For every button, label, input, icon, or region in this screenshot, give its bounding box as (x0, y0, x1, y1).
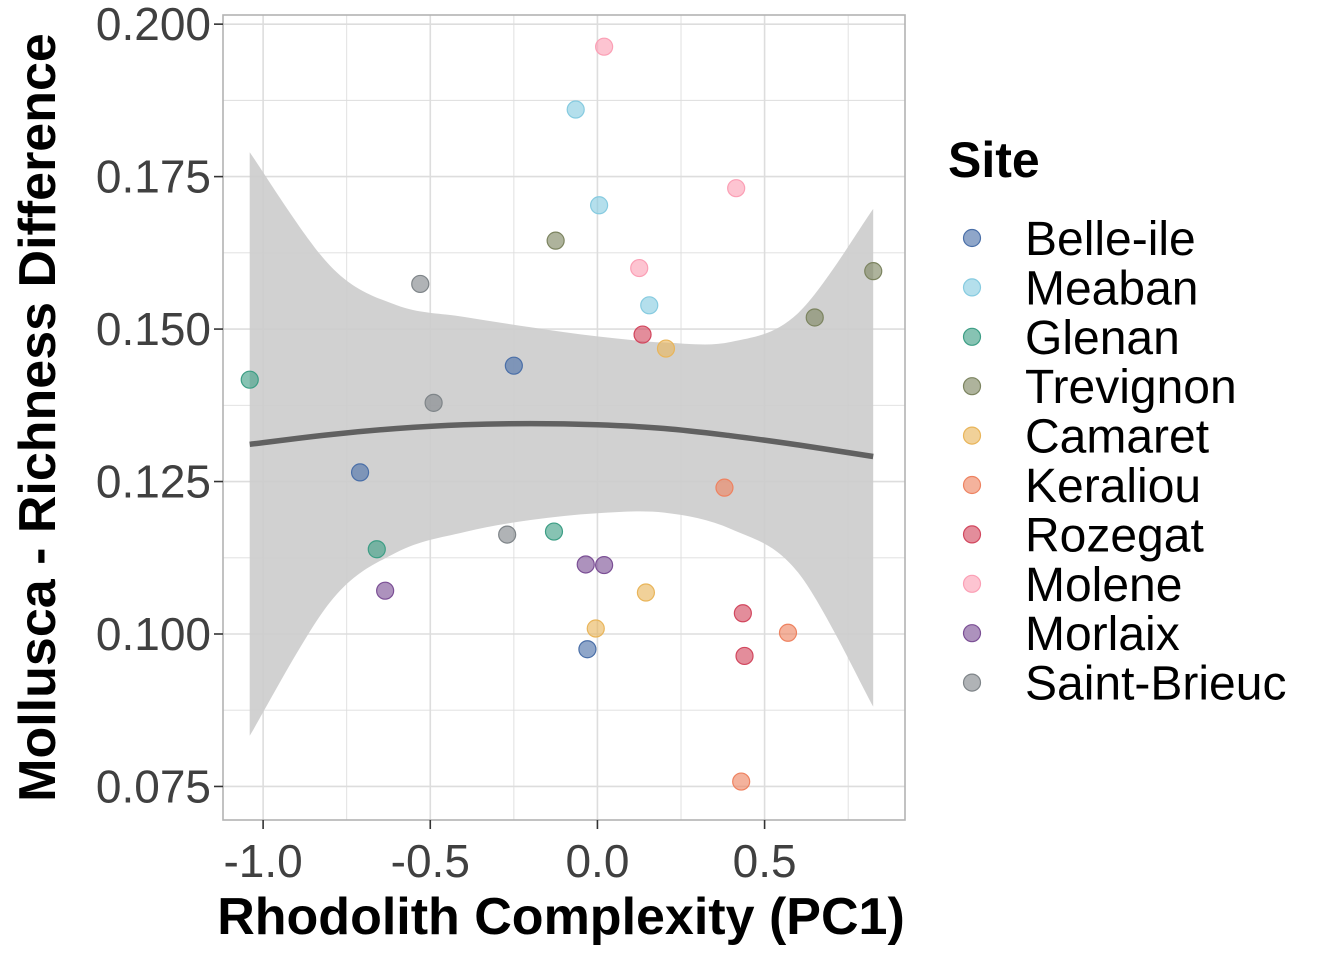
legend-label-morlaix: Morlaix (1025, 608, 1180, 661)
point-molene (595, 37, 614, 56)
x-tick-label: 0.5 (733, 835, 797, 887)
y-axis-title: Mollusca - Richness Difference (9, 33, 67, 802)
x-axis-title: Rhodolith Complexity (PC1) (217, 888, 905, 946)
x-tick-label: 0.0 (565, 835, 629, 887)
legend-key-glenan (962, 327, 982, 346)
point-saint-brieuc (498, 525, 517, 544)
legend-entries: Belle-ileMeabanGlenanTrevignonCamaretKer… (962, 213, 1286, 711)
point-morlaix (576, 555, 595, 574)
legend-label-molene: Molene (1025, 559, 1182, 612)
legend-label-meaban: Meaban (1025, 262, 1198, 315)
legend-key-molene (962, 574, 982, 593)
point-camaret (636, 583, 656, 602)
point-belle-ile (350, 463, 370, 482)
point-trevignon (864, 262, 883, 281)
point-keraliou (732, 772, 751, 791)
y-tick-label: 0.200 (96, 0, 211, 50)
point-morlaix (595, 555, 614, 575)
legend-key-meaban (962, 278, 982, 297)
point-trevignon (546, 231, 565, 250)
point-meaban (640, 296, 659, 315)
point-molene (630, 258, 649, 278)
y-tick-label: 0.100 (96, 608, 211, 660)
point-saint-brieuc (424, 393, 443, 412)
point-camaret (656, 339, 676, 358)
data-points (240, 37, 883, 791)
smooth-line (249, 420, 874, 460)
x-tick-label: -0.5 (391, 835, 470, 887)
point-meaban (566, 100, 585, 119)
legend-key-saint-brieuc (962, 673, 982, 692)
legend-title: Site (948, 132, 1040, 188)
point-meaban (590, 196, 609, 215)
legend-label-trevignon: Trevignon (1025, 361, 1237, 414)
point-keraliou (778, 623, 798, 642)
legend-key-morlaix (962, 624, 982, 643)
point-molene (727, 179, 746, 198)
point-saint-brieuc (411, 274, 430, 294)
legend-label-camaret: Camaret (1025, 411, 1209, 464)
legend-key-trevignon (962, 377, 982, 396)
point-glenan (367, 540, 386, 559)
point-rozegat (735, 646, 754, 666)
confidence-band (249, 152, 874, 736)
point-glenan (544, 522, 564, 541)
legend-key-keraliou (962, 475, 982, 495)
legend: Site Belle-ileMeabanGlenanTrevignonCamar… (948, 132, 1286, 711)
legend-label-glenan: Glenan (1025, 312, 1180, 365)
y-tick-label: 0.125 (96, 456, 211, 508)
smooth-line-layer (249, 420, 874, 460)
legend-label-saint-brieuc: Saint-Brieuc (1025, 658, 1286, 711)
panel-border (222, 14, 906, 821)
point-belle-ile (504, 356, 523, 375)
legend-key-rozegat (962, 525, 982, 544)
confidence-band-layer (249, 152, 874, 736)
y-tick-label: 0.150 (96, 303, 211, 355)
point-trevignon (805, 308, 824, 327)
point-belle-ile (578, 640, 597, 659)
point-rozegat (633, 325, 652, 344)
point-rozegat (733, 604, 752, 623)
legend-key-belle-ile (962, 228, 982, 248)
point-keraliou (715, 478, 734, 497)
x-axis: -1.0 -0.5 0.0 0.5 (223, 820, 797, 887)
legend-key-camaret (962, 426, 982, 445)
legend-label-keraliou: Keraliou (1025, 460, 1201, 513)
y-axis: 0.075 0.100 0.125 0.150 0.175 0.200 (96, 0, 223, 812)
y-tick-label: 0.075 (96, 760, 211, 812)
point-glenan (240, 370, 259, 389)
point-morlaix (376, 581, 395, 600)
point-camaret (586, 619, 605, 638)
legend-label-rozegat: Rozegat (1025, 509, 1204, 562)
x-tick-label: -1.0 (223, 835, 302, 887)
legend-label-belle-ile: Belle-ile (1025, 213, 1196, 266)
y-tick-label: 0.175 (96, 151, 211, 203)
